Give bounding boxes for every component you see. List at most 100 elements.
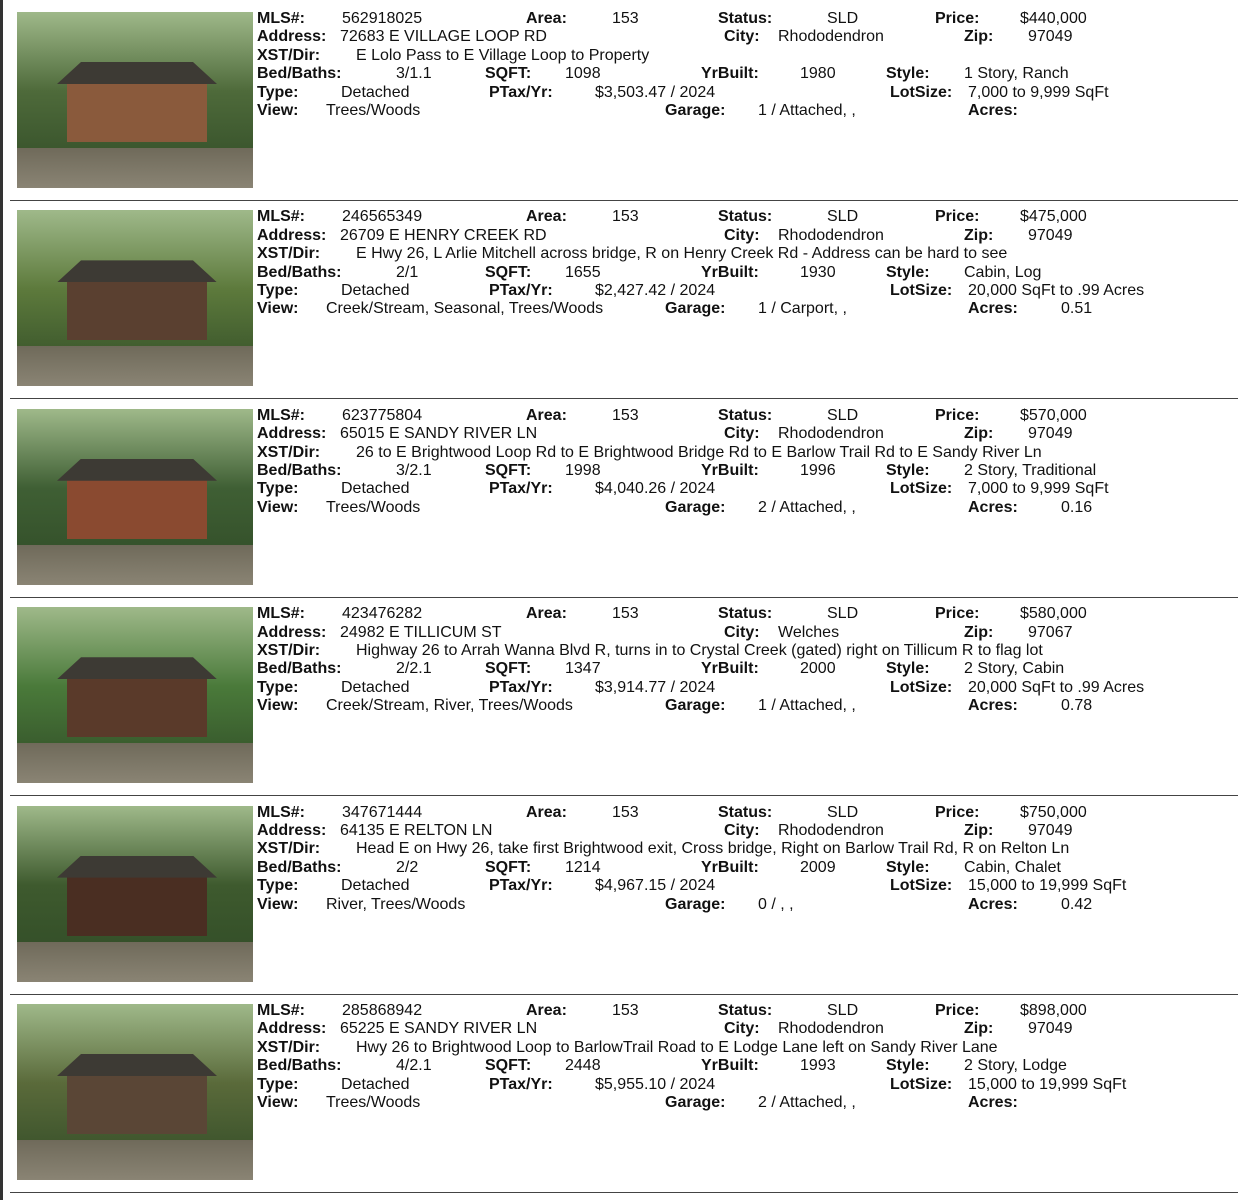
style-label: Style: (886, 65, 930, 83)
area-label: Area: (526, 10, 567, 27)
lotsize-value: 7,000 to 9,999 SqFt (968, 83, 1109, 101)
xst-value: Highway 26 to Arrah Wanna Blvd R, turns … (356, 641, 1043, 659)
property-photo[interactable] (17, 210, 253, 387)
area-label: Area: (526, 803, 567, 821)
sqft-value: 1998 (565, 461, 601, 479)
property-photo[interactable] (17, 408, 253, 585)
yrbuilt-value: 1980 (800, 65, 836, 83)
property-photo[interactable] (17, 12, 253, 188)
zip-value: 97049 (1028, 226, 1073, 244)
ptax-label: PTax/Yr: (489, 1075, 553, 1093)
listing: MLS#: 285868942 Area: 153 Status: SLD Price: $8… (0, 1002, 1238, 1200)
status-value: SLD (827, 803, 859, 821)
page-edge (0, 0, 3, 1200)
property-photo[interactable] (17, 607, 253, 784)
listing-divider (10, 596, 1238, 598)
acres-value: 0.51 (1061, 300, 1093, 318)
garage-label: Garage: (665, 895, 726, 913)
mls-value: 347671444 (342, 803, 423, 821)
mls-label: MLS#: (257, 406, 305, 424)
acres-label: Acres: (968, 697, 1018, 715)
xst-value: Head E on Hwy 26, take first Brightwood … (356, 840, 1070, 858)
address-value: 24982 E TILLICUM ST (340, 623, 502, 641)
address-label: Address: (257, 623, 327, 641)
area-value: 153 (612, 10, 639, 27)
yrbuilt-value: 1930 (800, 263, 836, 281)
sqft-value: 1347 (565, 660, 601, 678)
zip-label: Zip: (964, 1020, 994, 1038)
address-label: Address: (257, 226, 327, 244)
address-value: 64135 E RELTON LN (340, 821, 493, 839)
mls-value: 562918025 (342, 10, 423, 27)
zip-label: Zip: (964, 821, 994, 839)
yrbuilt-label: YrBuilt: (701, 660, 759, 678)
status-label: Status: (718, 803, 773, 821)
type-label: Type: (257, 678, 299, 696)
ptax-value: $3,503.47 / 2024 (595, 83, 716, 101)
city-value: Rhododendron (778, 1020, 884, 1038)
listing-divider (10, 993, 1238, 995)
address-label: Address: (257, 821, 327, 839)
type-label: Type: (257, 83, 299, 101)
yrbuilt-label: YrBuilt: (701, 461, 759, 479)
area-value: 153 (612, 406, 639, 424)
city-value: Rhododendron (778, 425, 884, 443)
zip-label: Zip: (964, 28, 994, 46)
style-value: Cabin, Chalet (964, 858, 1061, 876)
status-label: Status: (718, 605, 773, 623)
status-label: Status: (718, 208, 773, 226)
type-value: Detached (341, 480, 410, 498)
city-value: Welches (778, 623, 840, 641)
property-photo[interactable] (17, 1004, 253, 1180)
status-value: SLD (827, 208, 859, 226)
garage-label: Garage: (665, 300, 726, 318)
xst-value: 26 to E Brightwood Loop Rd to E Brightwo… (356, 443, 1042, 461)
ptax-label: PTax/Yr: (489, 877, 553, 895)
yrbuilt-value: 2009 (800, 858, 836, 876)
xst-label: XST/Dir: (257, 443, 321, 461)
style-value: 2 Story, Cabin (964, 660, 1065, 678)
status-label: Status: (718, 1002, 773, 1019)
view-value: Trees/Woods (326, 1094, 421, 1111)
listing-divider (10, 1192, 1238, 1193)
style-value: 2 Story, Traditional (964, 461, 1097, 479)
bedbaths-label: Bed/Baths: (257, 660, 342, 678)
garage-value: 2 / Attached, , (758, 498, 856, 516)
lotsize-value: 20,000 SqFt to .99 Acres (968, 678, 1145, 696)
xst-value: E Lolo Pass to E Village Loop to Propert… (356, 46, 650, 64)
xst-label: XST/Dir: (257, 840, 321, 858)
price-value: $570,000 (1020, 406, 1087, 424)
view-label: View: (257, 300, 299, 318)
view-value: Trees/Woods (326, 498, 421, 516)
type-value: Detached (341, 877, 410, 895)
sqft-label: SQFT: (485, 1057, 532, 1075)
style-label: Style: (886, 660, 930, 678)
style-label: Style: (886, 461, 930, 479)
style-value: 1 Story, Ranch (964, 65, 1069, 83)
lotsize-value: 15,000 to 19,999 SqFt (968, 877, 1127, 895)
garage-label: Garage: (665, 1094, 726, 1111)
price-label: Price: (935, 1002, 980, 1019)
style-label: Style: (886, 1057, 930, 1075)
lotsize-label: LotSize: (890, 678, 953, 696)
style-value: 2 Story, Lodge (964, 1057, 1067, 1075)
mls-label: MLS#: (257, 208, 305, 226)
bedbaths-label: Bed/Baths: (257, 263, 342, 281)
address-value: 65015 E SANDY RIVER LN (340, 425, 538, 443)
sqft-label: SQFT: (485, 263, 532, 281)
yrbuilt-value: 2000 (800, 660, 836, 678)
type-value: Detached (341, 281, 410, 299)
zip-value: 97067 (1028, 623, 1073, 641)
listing: MLS#: 623775804 Area: 153 Status: SLD Price: $5… (0, 407, 1238, 605)
ptax-label: PTax/Yr: (489, 281, 553, 299)
acres-label: Acres: (968, 498, 1018, 516)
ptax-value: $5,955.10 / 2024 (595, 1075, 716, 1093)
ptax-label: PTax/Yr: (489, 83, 553, 101)
property-photo[interactable] (17, 805, 253, 982)
status-label: Status: (718, 406, 773, 424)
yrbuilt-value: 1996 (800, 461, 836, 479)
type-value: Detached (341, 678, 410, 696)
style-value: Cabin, Log (964, 263, 1042, 281)
view-label: View: (257, 895, 299, 913)
city-label: City: (724, 1020, 760, 1038)
